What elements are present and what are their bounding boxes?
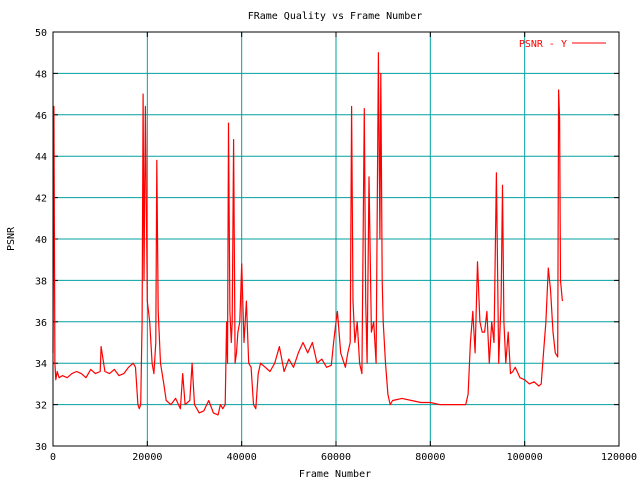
grid-lines <box>53 32 619 446</box>
x-tick-label: 80000 <box>415 452 445 463</box>
y-axis-label: PSNR <box>6 226 17 251</box>
x-tick-label: 40000 <box>227 452 257 463</box>
y-tick-label: 48 <box>35 69 47 80</box>
y-tick-label: 50 <box>35 28 47 39</box>
y-tick-label: 32 <box>35 401 47 412</box>
y-tick-label: 30 <box>35 442 47 453</box>
y-tick-label: 38 <box>35 276 47 287</box>
legend: PSNR - Y <box>519 39 606 50</box>
y-tick-label: 36 <box>35 318 47 329</box>
series-line-psnr-y <box>52 52 563 416</box>
series-group <box>52 52 563 416</box>
y-tick-label: 40 <box>35 235 47 246</box>
y-tick-label: 46 <box>35 111 47 122</box>
legend-label: PSNR - Y <box>519 39 567 50</box>
y-tick-label: 34 <box>35 359 47 370</box>
x-tick-label: 120000 <box>601 452 637 463</box>
x-tick-label: 20000 <box>132 452 162 463</box>
axis-ticks: 0 20000 40000 60000 80000 100000 120000 30 32 34 3… <box>35 28 637 463</box>
y-tick-label: 44 <box>35 152 47 163</box>
chart-title: FRame Quality vs Frame Number <box>248 11 423 22</box>
x-tick-label: 0 <box>50 452 56 463</box>
x-tick-label: 60000 <box>321 452 351 463</box>
x-axis-label: Frame Number <box>299 469 371 480</box>
y-tick-label: 42 <box>35 194 47 205</box>
plot-frame <box>52 31 620 447</box>
x-tick-label: 100000 <box>507 452 543 463</box>
